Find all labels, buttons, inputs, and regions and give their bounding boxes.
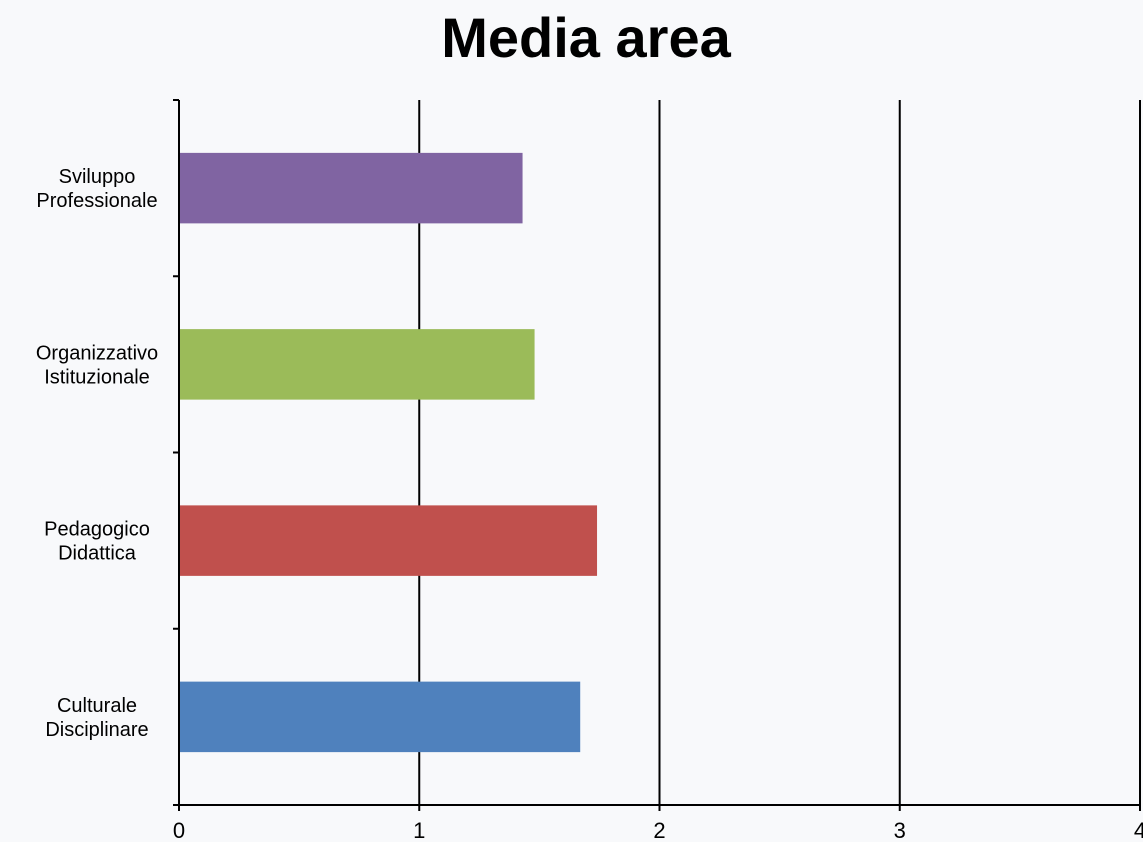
- category-label-line: Sviluppo: [59, 166, 136, 188]
- category-label: Pedagogico Didattica: [44, 519, 150, 565]
- x-tick-label: 4: [1134, 818, 1143, 842]
- x-tick-label: 1: [413, 818, 425, 842]
- category-labels: Culturale Disciplinare Pedagogico Didattica…: [36, 166, 158, 741]
- bar: [179, 329, 535, 400]
- x-tick-label: 3: [894, 818, 906, 842]
- bar: [179, 152, 523, 224]
- category-label-line: Didattica: [58, 543, 137, 565]
- category-label-line: Disciplinare: [45, 719, 148, 741]
- bar: [179, 681, 581, 753]
- axes: [173, 99, 1141, 811]
- category-label-line: Istituzionale: [44, 366, 150, 388]
- chart-title: Media area: [441, 6, 731, 69]
- category-label-line: Pedagogico: [44, 519, 150, 541]
- category-label: Sviluppo Professionale: [36, 166, 157, 212]
- category-label: Culturale Disciplinare: [45, 695, 148, 741]
- bar: [179, 505, 598, 576]
- category-label: Organizzativo Istituzionale: [36, 342, 158, 388]
- category-label-line: Organizzativo: [36, 342, 158, 364]
- x-tick-label: 0: [173, 818, 185, 842]
- tick-labels: 0 1 2 3 4: [173, 818, 1143, 842]
- category-label-line: Professionale: [36, 190, 157, 212]
- bars: [179, 152, 598, 753]
- category-label-line: Culturale: [57, 695, 137, 717]
- x-tick-label: 2: [653, 818, 665, 842]
